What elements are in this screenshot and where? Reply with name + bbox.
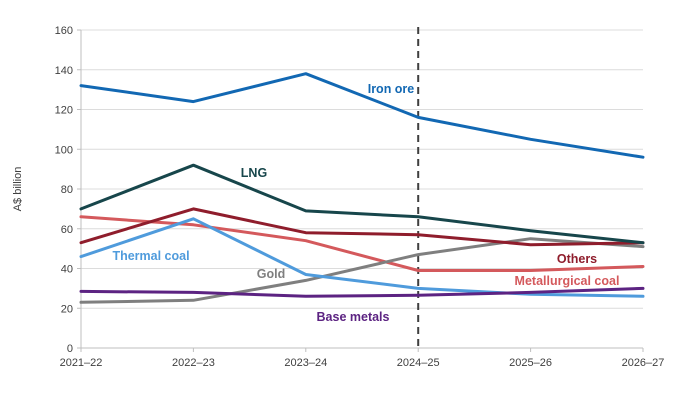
y-tick-label-40: 40 — [61, 264, 73, 276]
series-label-gold: Gold — [257, 267, 285, 281]
y-tick-label-160: 160 — [55, 25, 73, 37]
x-tick-label-2026-27: 2026–27 — [622, 357, 665, 369]
y-tick-label-80: 80 — [61, 184, 73, 196]
series-line-iron-ore — [79, 72, 645, 159]
series-label-base-metals: Base metals — [317, 310, 390, 324]
x-tick-label-2023-24: 2023–24 — [284, 357, 327, 369]
x-tick-label-2022-23: 2022–23 — [172, 357, 215, 369]
series-label-thermal-coal: Thermal coal — [112, 249, 189, 263]
x-tick-label-2025-26: 2025–26 — [509, 357, 552, 369]
y-tick-label-120: 120 — [55, 105, 73, 117]
series-line-others — [79, 207, 645, 247]
y-tick-label-60: 60 — [61, 224, 73, 236]
x-tick-label-2024-25: 2024–25 — [397, 357, 440, 369]
series-line-metallurgical-coal — [79, 215, 645, 272]
y-tick-label-20: 20 — [61, 303, 73, 315]
y-axis-title: A$ billion — [12, 167, 24, 212]
series-label-iron-ore: Iron ore — [368, 82, 415, 96]
y-tick-label-0: 0 — [67, 343, 73, 355]
x-tick-label-2021-22: 2021–22 — [60, 357, 103, 369]
y-tick-label-100: 100 — [55, 144, 73, 156]
series-line-lng — [79, 163, 645, 245]
series-label-metallurgical-coal: Metallurgical coal — [515, 274, 620, 288]
y-tick-label-140: 140 — [55, 65, 73, 77]
series-label-others: Others — [557, 252, 597, 266]
series-line-base-metals — [79, 286, 645, 298]
series-line-thermal-coal — [79, 217, 645, 298]
series-label-lng: LNG — [241, 166, 267, 180]
series-line-gold — [79, 237, 645, 304]
